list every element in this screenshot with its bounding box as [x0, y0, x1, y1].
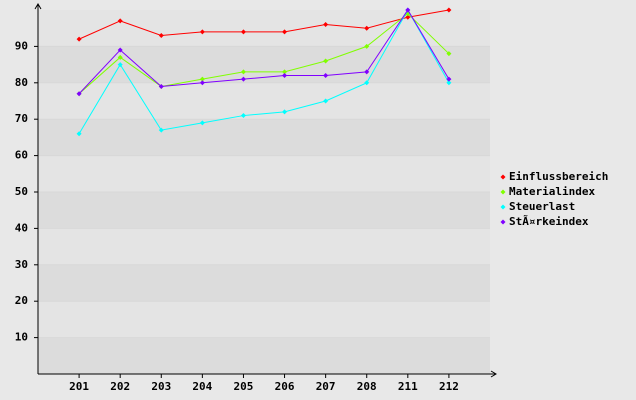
- legend-marker: [500, 204, 506, 210]
- data-point: [282, 69, 288, 75]
- y-tick-label: 60: [15, 149, 28, 162]
- data-point: [240, 113, 246, 119]
- legend-label: Einflussbereich: [509, 170, 608, 183]
- data-point: [323, 58, 329, 64]
- data-point: [364, 80, 370, 86]
- data-point: [364, 69, 370, 75]
- x-tick-label: 205: [234, 380, 254, 393]
- data-point: [282, 73, 288, 79]
- grid-band: [38, 155, 490, 192]
- legend-label: StÃ¤rkeindex: [509, 215, 589, 228]
- series-line: [78, 9, 450, 95]
- data-point: [117, 18, 123, 24]
- x-tick-label: 202: [110, 380, 130, 393]
- data-point: [364, 43, 370, 49]
- x-tick-label: 211: [398, 380, 418, 393]
- x-tick-label: 201: [69, 380, 89, 393]
- data-point: [282, 109, 288, 115]
- y-tick-label: 50: [15, 185, 28, 198]
- data-point: [405, 7, 411, 13]
- data-point: [158, 127, 164, 133]
- data-point: [117, 62, 123, 68]
- grid-band: [38, 82, 490, 120]
- data-point: [158, 32, 164, 38]
- data-point: [76, 91, 82, 97]
- x-tick-label: 208: [357, 380, 377, 393]
- data-point: [117, 54, 123, 60]
- series-line: [78, 9, 449, 40]
- x-tick-label: 206: [275, 380, 295, 393]
- y-tick-label: 30: [15, 258, 28, 271]
- legend-marker: [500, 174, 506, 180]
- grid-band: [38, 264, 490, 302]
- legend-marker: [500, 219, 506, 225]
- y-tick-label: 90: [15, 39, 28, 52]
- data-point: [323, 22, 329, 28]
- data-point: [240, 76, 246, 82]
- x-tick-label: 207: [316, 380, 336, 393]
- data-point: [199, 76, 205, 82]
- data-point: [199, 80, 205, 86]
- y-tick-label: 70: [15, 112, 28, 125]
- data-point: [240, 29, 246, 35]
- data-point: [158, 83, 164, 89]
- grid-band: [38, 301, 490, 338]
- x-axis-arrow: [490, 370, 497, 378]
- data-point: [199, 29, 205, 35]
- data-point: [76, 36, 82, 42]
- x-tick-label: 212: [439, 380, 459, 393]
- series-line: [78, 8, 450, 135]
- grid-band: [38, 119, 490, 156]
- data-point: [405, 14, 411, 20]
- data-point: [323, 73, 329, 79]
- data-point: [364, 25, 370, 31]
- series-line: [78, 12, 450, 95]
- legend-marker: [500, 189, 506, 195]
- data-point: [240, 69, 246, 75]
- data-point: [76, 131, 82, 137]
- y-tick-label: 80: [15, 76, 28, 89]
- data-point: [446, 80, 452, 86]
- data-point: [446, 76, 452, 82]
- legend-label: Steuerlast: [509, 200, 575, 213]
- data-point: [446, 7, 452, 13]
- data-point: [323, 98, 329, 104]
- x-tick-label: 204: [192, 380, 212, 393]
- data-point: [117, 47, 123, 53]
- y-tick-label: 40: [15, 221, 28, 234]
- y-tick-label: 20: [15, 294, 28, 307]
- grid-band: [38, 337, 490, 374]
- x-tick-label: 203: [151, 380, 171, 393]
- data-point: [199, 120, 205, 126]
- grid-band: [38, 192, 490, 229]
- grid-band: [38, 228, 490, 265]
- data-point: [446, 51, 452, 57]
- legend-label: Materialindex: [509, 185, 595, 198]
- y-tick-label: 10: [15, 331, 28, 344]
- data-point: [282, 29, 288, 35]
- y-axis-arrow: [34, 3, 42, 10]
